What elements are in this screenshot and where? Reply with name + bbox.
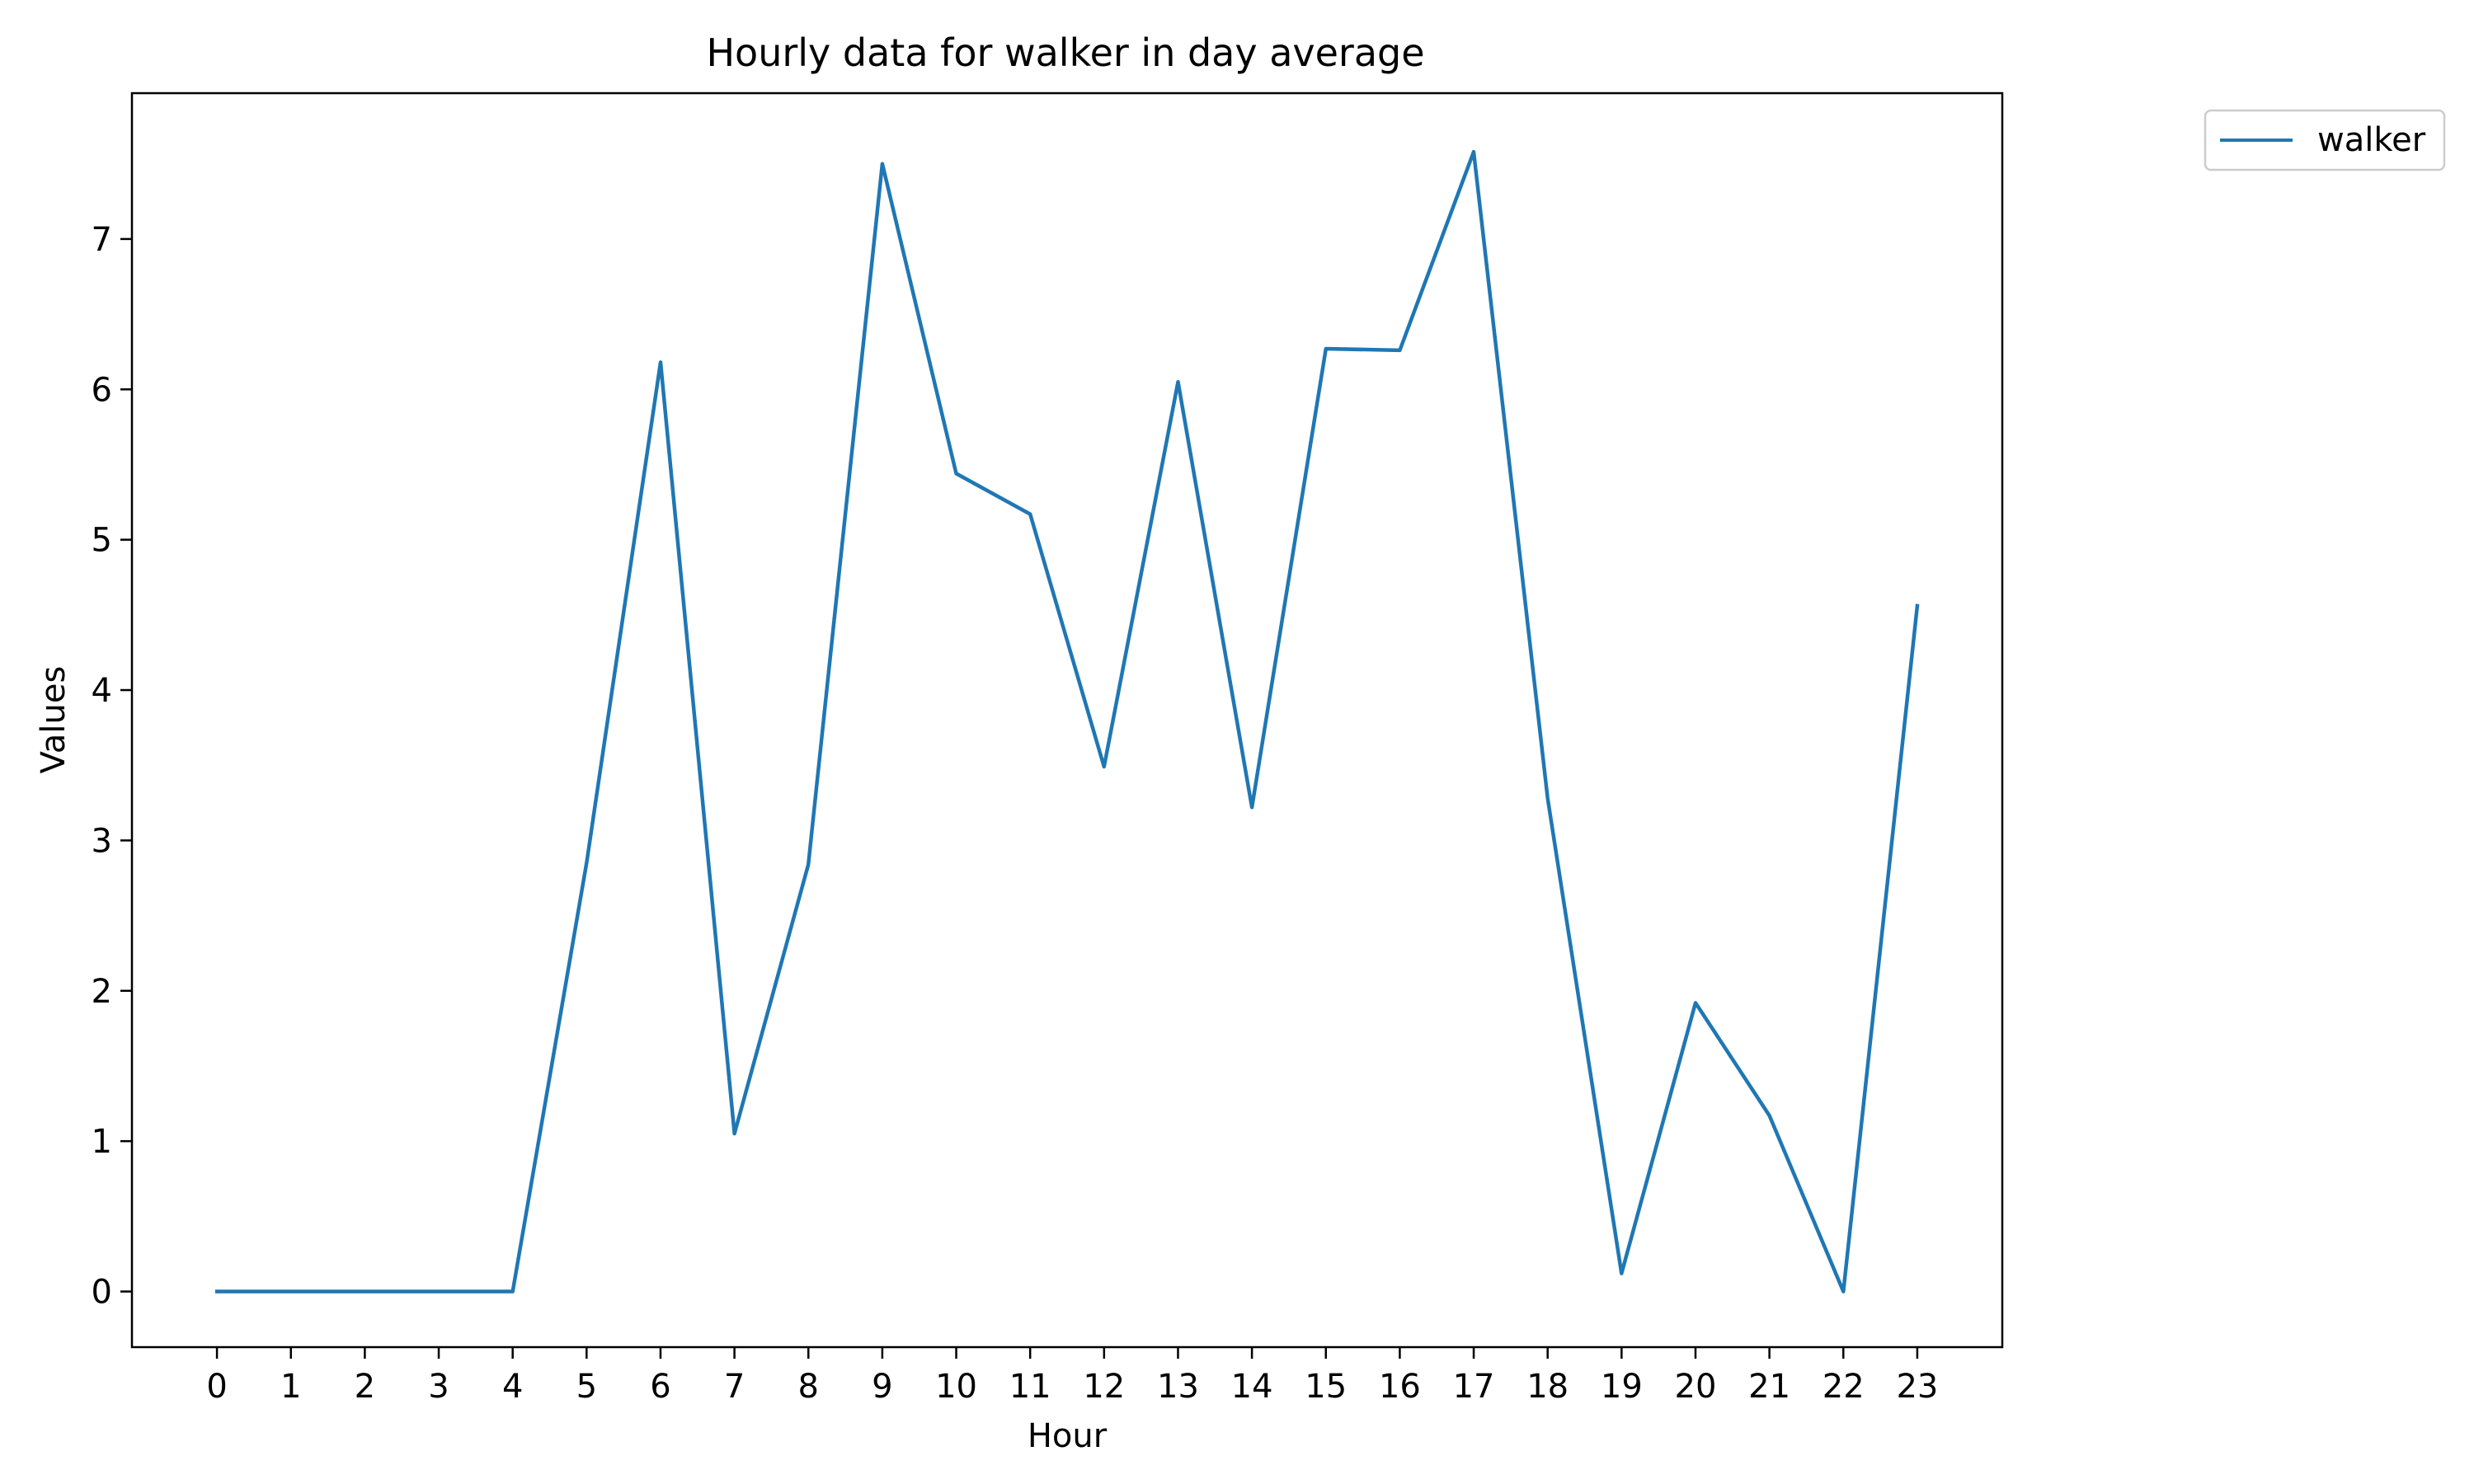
y-tick-label: 0 xyxy=(92,1274,112,1312)
x-tick-label: 17 xyxy=(1453,1368,1495,1406)
x-tick-label: 21 xyxy=(1748,1368,1790,1406)
x-tick-label: 23 xyxy=(1896,1368,1938,1406)
y-tick-label: 3 xyxy=(92,822,112,860)
y-tick-label: 1 xyxy=(92,1123,112,1161)
x-tick-label: 5 xyxy=(576,1368,597,1406)
x-tick-label: 2 xyxy=(355,1368,375,1406)
x-tick-label: 11 xyxy=(1009,1368,1051,1406)
y-tick-label: 6 xyxy=(92,371,112,409)
x-tick-label: 16 xyxy=(1379,1368,1421,1406)
x-tick-label: 10 xyxy=(935,1368,977,1406)
y-tick-label: 2 xyxy=(92,973,112,1011)
x-axis-ticks: 0 1 2 3 4 5 6 7 8 9 10 11 12 13 14 15 16 17 18 19 20 21 22 23 xyxy=(206,1347,1938,1406)
chart-title: Hourly data for walker in day average xyxy=(706,31,1424,75)
y-tick-label: 4 xyxy=(92,672,112,710)
x-tick-label: 18 xyxy=(1526,1368,1569,1406)
x-tick-label: 19 xyxy=(1601,1368,1643,1406)
x-tick-label: 15 xyxy=(1305,1368,1347,1406)
legend-box xyxy=(2204,109,2446,171)
series-line-walker xyxy=(214,149,1920,1294)
legend-label-walker: walker xyxy=(2317,121,2426,159)
x-tick-label: 3 xyxy=(428,1368,449,1406)
y-axis-label: Values xyxy=(35,666,73,774)
x-tick-label: 22 xyxy=(1823,1368,1865,1406)
x-tick-label: 0 xyxy=(206,1368,227,1406)
y-axis-ticks: 0 1 2 3 4 5 6 7 xyxy=(92,221,132,1312)
x-tick-label: 6 xyxy=(650,1368,670,1406)
legend: walker xyxy=(2204,109,2446,171)
y-tick-label: 7 xyxy=(92,221,112,259)
series-layer xyxy=(214,149,1920,1294)
plot-area-frame xyxy=(130,92,2004,1349)
x-axis-label: Hour xyxy=(1028,1417,1108,1455)
x-tick-label: 7 xyxy=(724,1368,745,1406)
x-tick-label: 14 xyxy=(1231,1368,1273,1406)
x-tick-label: 12 xyxy=(1083,1368,1125,1406)
x-tick-label: 9 xyxy=(872,1368,892,1406)
y-tick-label: 5 xyxy=(92,522,112,560)
x-tick-label: 13 xyxy=(1157,1368,1199,1406)
x-tick-label: 4 xyxy=(502,1368,523,1406)
x-tick-label: 8 xyxy=(798,1368,819,1406)
x-tick-label: 1 xyxy=(280,1368,301,1406)
x-tick-label: 20 xyxy=(1675,1368,1717,1406)
